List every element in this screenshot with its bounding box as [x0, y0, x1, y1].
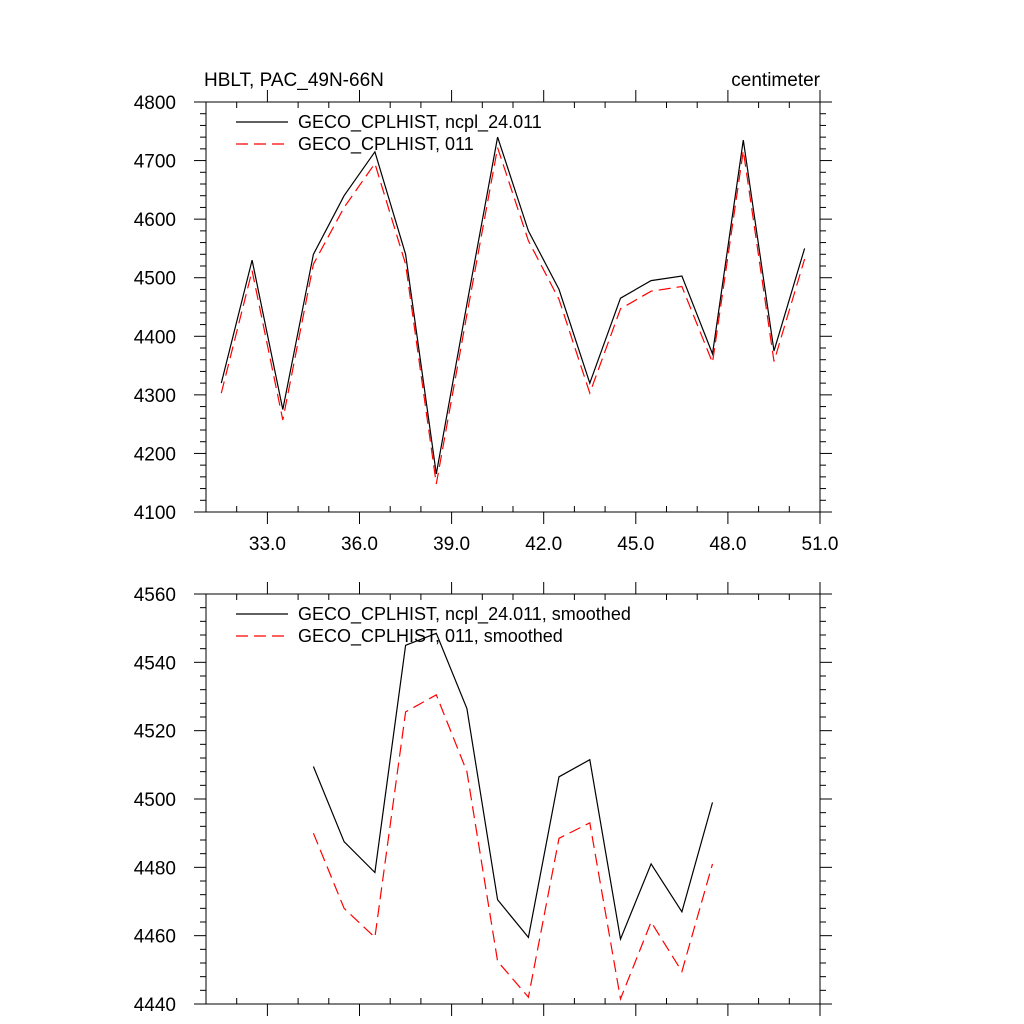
x-tick-label: 42.0 [525, 534, 562, 555]
y-tick-label: 4500 [134, 269, 176, 290]
y-tick-label: 4300 [134, 386, 176, 407]
y-tick-label: 4460 [134, 927, 176, 948]
y-tick-label: 4700 [134, 152, 176, 173]
x-tick-label: 36.0 [341, 534, 378, 555]
top-panel: 33.0 36.0 39.0 42.0 45.0 48.0 51.0 4100 4200 4300… [134, 70, 839, 555]
y-tick-label: 4560 [134, 585, 176, 606]
y-tick-label: 4480 [134, 858, 176, 879]
y-tick-label: 4400 [134, 327, 176, 348]
x-tick-label: 48.0 [709, 534, 746, 555]
series-line-2 [220, 147, 806, 485]
x-tick-label: 51.0 [802, 534, 839, 555]
y-tick-label: 4440 [134, 995, 176, 1016]
y-tick-label: 4800 [134, 93, 176, 114]
series-line-1 [312, 632, 714, 942]
y-tick-label: 4540 [134, 653, 176, 674]
chart-title: HBLT, PAC_49N-66N [204, 70, 384, 91]
legend-label-2: GECO_CPLHIST, 011, smoothed [298, 626, 563, 647]
units-label: centimeter [731, 70, 820, 91]
y-tick-label: 4600 [134, 210, 176, 231]
x-tick-label: 45.0 [617, 534, 654, 555]
y-tick-label: 4520 [134, 722, 176, 743]
series-line-2 [312, 693, 714, 1002]
bottom-panel: 4440 4460 4480 4500 4520 4540 4560 GECO_CPLHIST… [134, 582, 832, 1016]
legend-label-2: GECO_CPLHIST, 011 [298, 134, 474, 155]
x-tick-label: 39.0 [433, 534, 470, 555]
series-line-1 [220, 136, 806, 475]
y-tick-label: 4100 [134, 503, 176, 524]
x-tick-label: 33.0 [249, 534, 286, 555]
y-tick-label: 4500 [134, 790, 176, 811]
legend-label-1: GECO_CPLHIST, ncpl_24.011 [298, 112, 542, 133]
legend-label-1: GECO_CPLHIST, ncpl_24.011, smoothed [298, 604, 631, 625]
y-tick-label: 4200 [134, 444, 176, 465]
